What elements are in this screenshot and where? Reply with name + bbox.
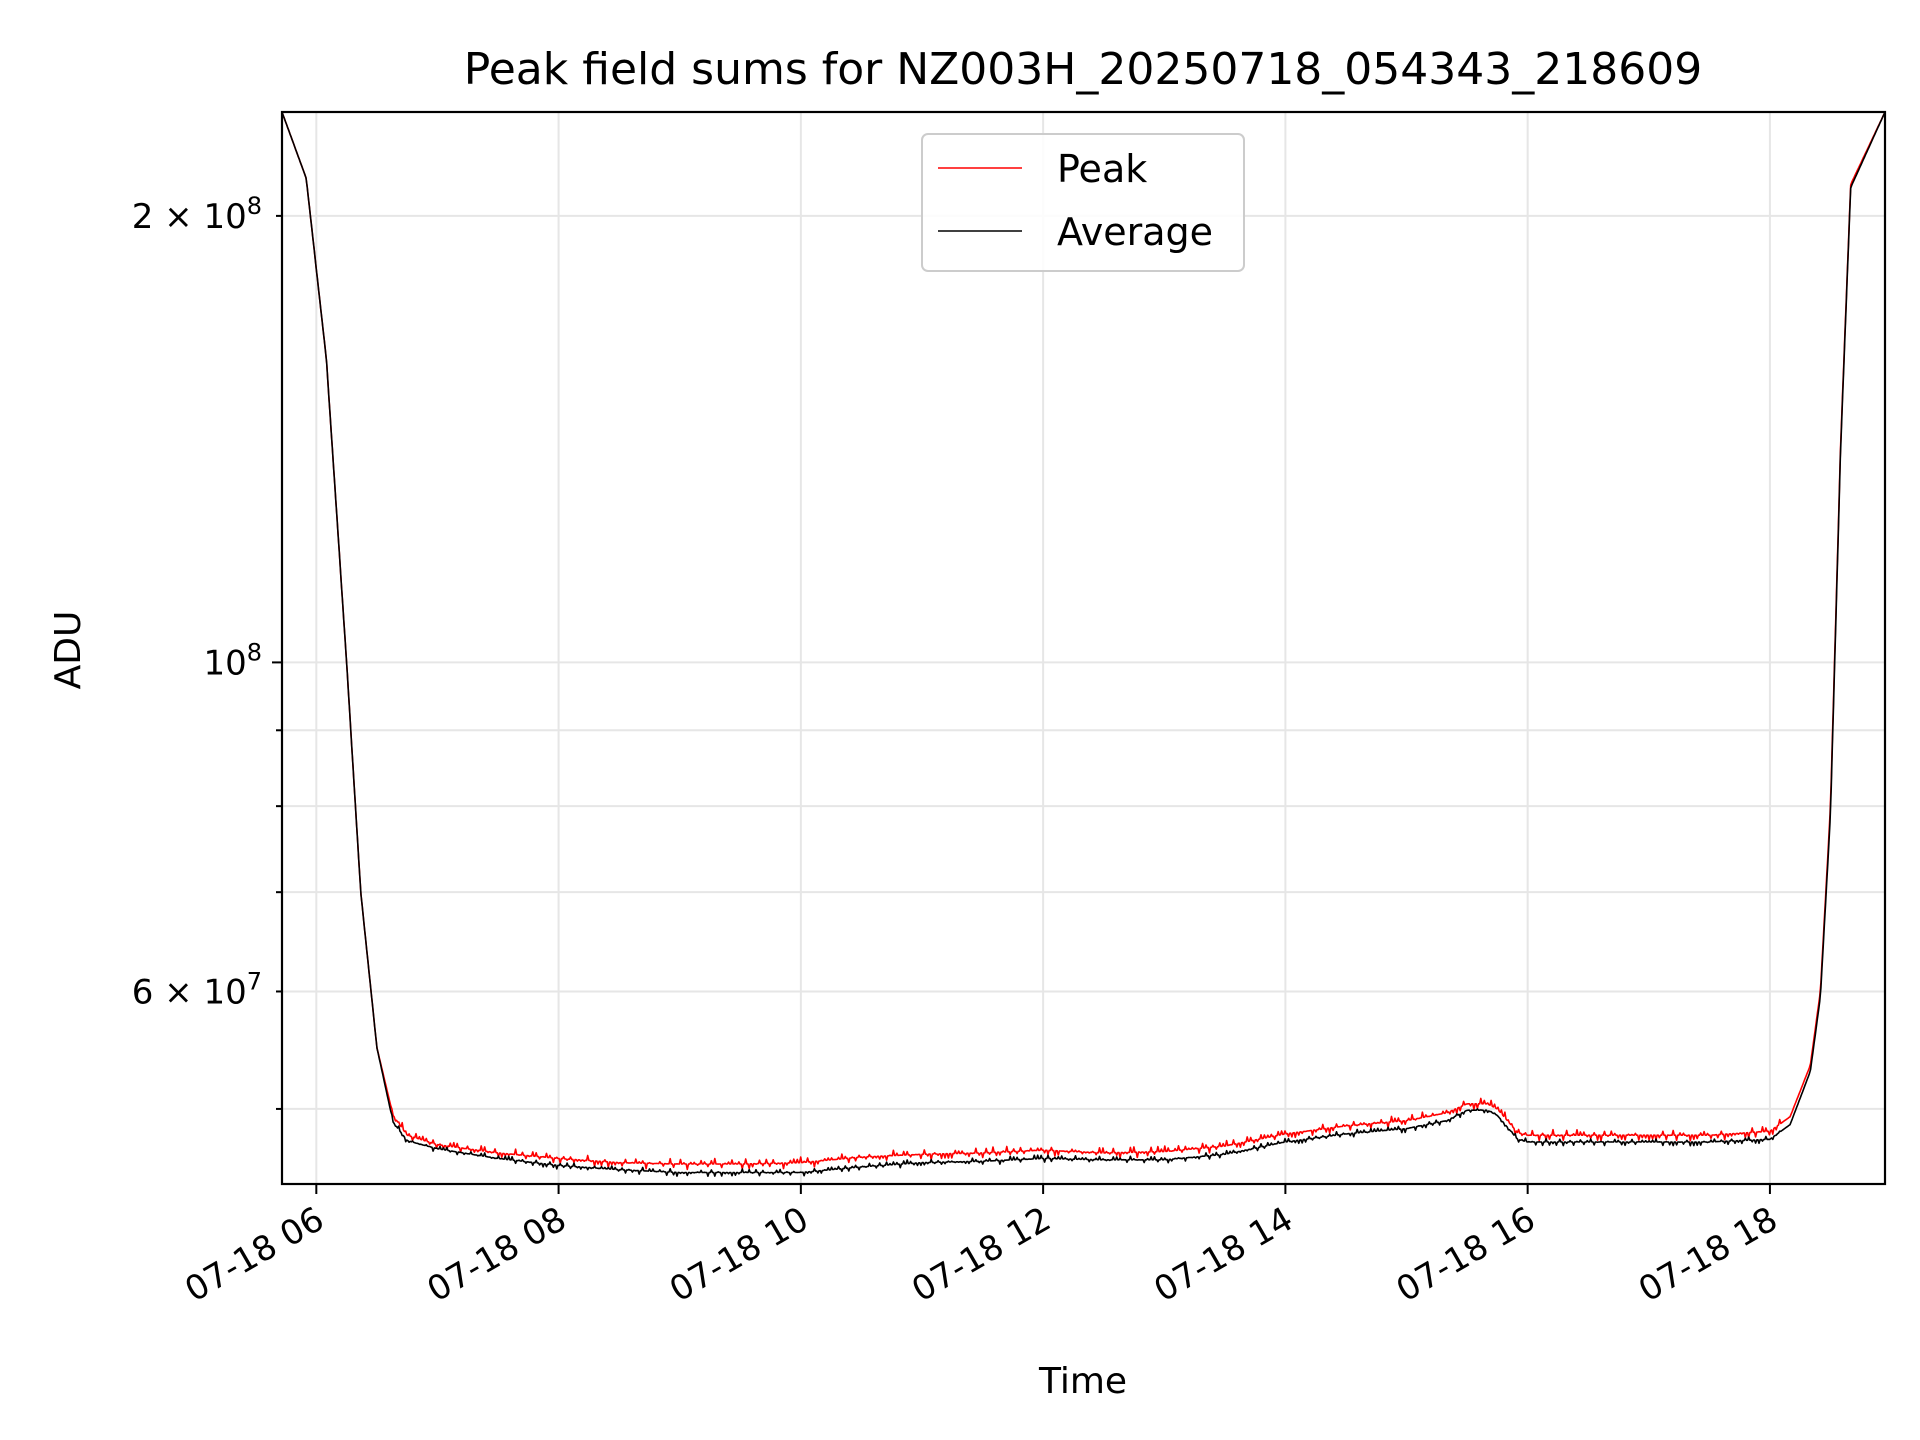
axes-frame	[280, 110, 1887, 1186]
x-axis-label: Time	[1038, 1361, 1127, 1402]
chart-title: Peak field sums for NZ003H_20250718_0543…	[464, 44, 1702, 95]
y-axis-label: ADU	[48, 611, 89, 690]
legend: Peak Average	[921, 133, 1245, 272]
y-tick-label: 6 × 107	[132, 967, 262, 1012]
plot-area	[282, 112, 1885, 1177]
legend-label-average: Average	[1057, 210, 1213, 254]
y-tick-label: 2 × 108	[132, 192, 262, 237]
y-tick-label: 108	[203, 638, 262, 683]
legend-label-peak: Peak	[1057, 147, 1147, 191]
series-line-average	[282, 112, 1885, 1177]
series-line-peak	[282, 112, 1885, 1171]
